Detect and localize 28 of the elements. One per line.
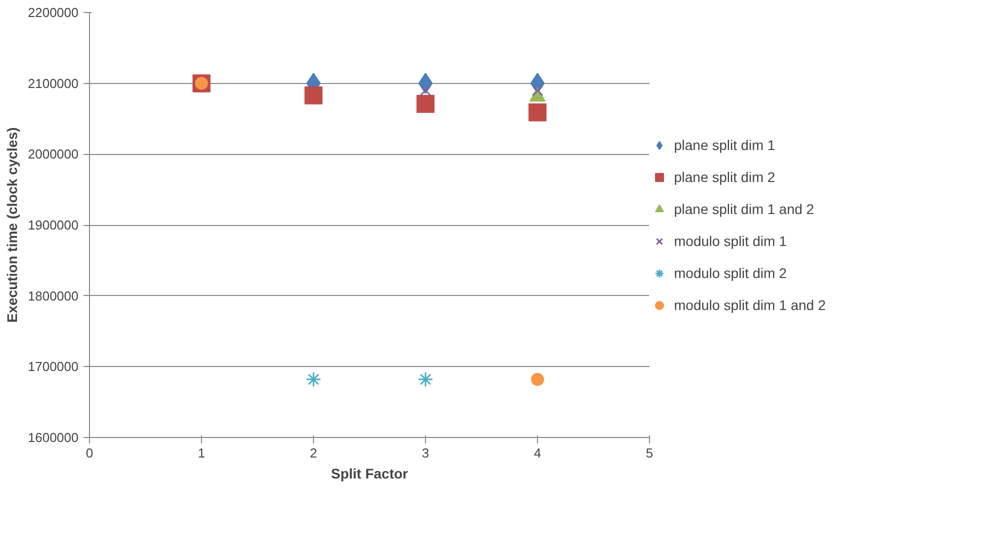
point — [531, 372, 544, 386]
x-tick-label: 2 — [310, 446, 318, 460]
legend-label: modulo split dim 1 — [674, 232, 787, 248]
point — [416, 94, 434, 113]
y-tick-label: 1600000 — [28, 430, 79, 445]
x-tick-label: 5 — [646, 446, 654, 460]
point — [420, 84, 432, 96]
y-tick-label: 2100000 — [28, 76, 79, 91]
y-tick-label: 1800000 — [28, 288, 79, 304]
x-axis-title: Split Factor — [330, 466, 409, 482]
x-tick-label: 0 — [86, 446, 94, 460]
point — [418, 372, 434, 388]
y-tick-label: 1700000 — [28, 359, 79, 374]
y-axis-title: Execution time (clock cycles) — [4, 127, 20, 323]
point — [306, 372, 322, 388]
point — [304, 86, 322, 104]
legend-label: plane split dim 2 — [674, 168, 776, 184]
legend-label: modulo split dim 2 — [674, 264, 787, 280]
legend-label: plane split dim 1 — [674, 136, 776, 152]
x-tick-label: 3 — [422, 446, 430, 460]
y-tick-label: 2000000 — [28, 146, 79, 162]
y-tick-label: 1900000 — [28, 218, 79, 232]
x-tick-label: 4 — [534, 446, 542, 460]
legend-label: modulo split dim 1 and 2 — [674, 296, 826, 312]
point — [528, 103, 546, 122]
y-tick-label: 2200000 — [28, 5, 79, 20]
x-tick-label: 1 — [198, 446, 206, 460]
legend-label: plane split dim 1 and 2 — [674, 200, 814, 216]
